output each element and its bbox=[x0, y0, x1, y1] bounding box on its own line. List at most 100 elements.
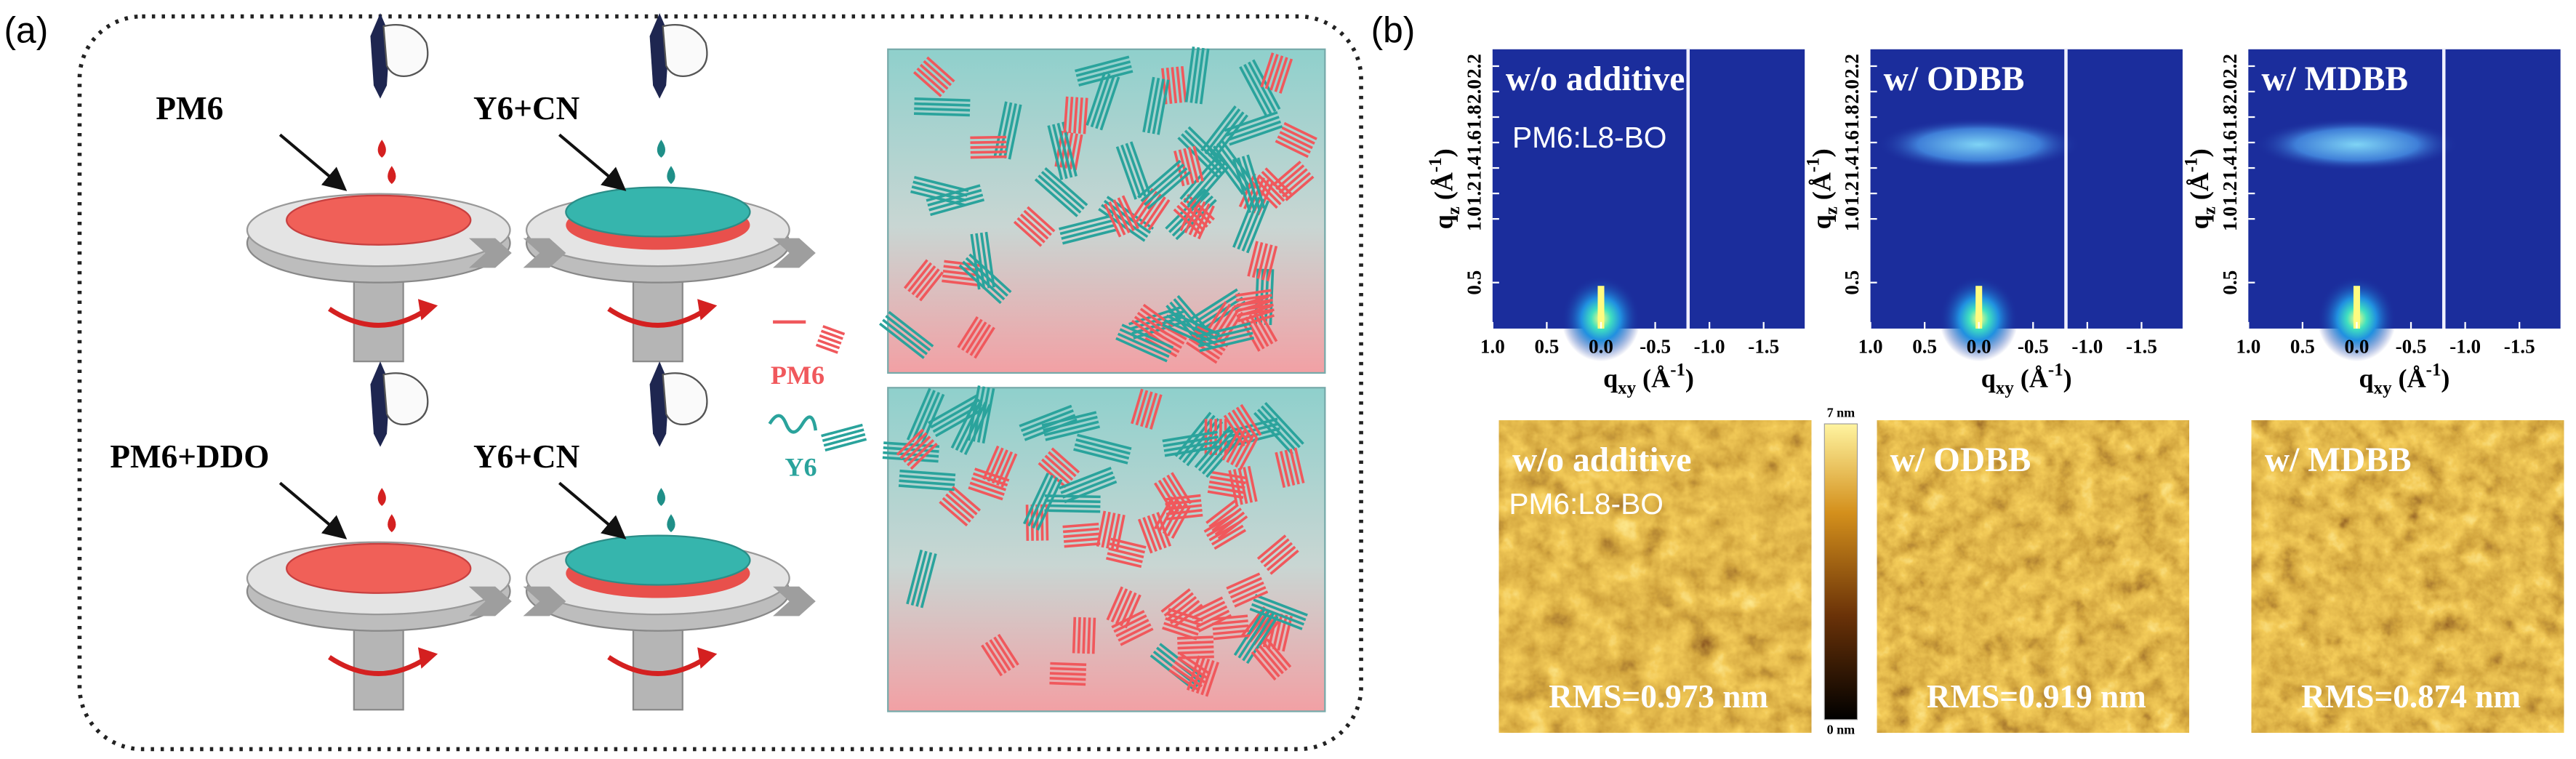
stack-line bbox=[1243, 467, 1253, 503]
stack-line bbox=[879, 322, 925, 359]
step-label: PM6 bbox=[156, 90, 223, 126]
stack-line bbox=[1110, 588, 1128, 623]
lamella bbox=[926, 184, 985, 217]
axis-label-part: z bbox=[1821, 206, 1841, 214]
lamella bbox=[1203, 512, 1247, 550]
giwaxs-image bbox=[2248, 49, 2561, 329]
stack-line bbox=[1052, 124, 1068, 180]
panel-title: w/ ODBB bbox=[1890, 441, 2031, 479]
lamella bbox=[1184, 47, 1210, 105]
stack-line bbox=[1195, 322, 1251, 338]
stack-line bbox=[1187, 162, 1226, 206]
lamella bbox=[906, 550, 937, 609]
stack-line bbox=[1225, 116, 1280, 137]
axis-label-part: -1 bbox=[1426, 157, 1445, 172]
stack-line bbox=[1233, 607, 1267, 656]
stack-line bbox=[1059, 214, 1114, 230]
beam-stop bbox=[1597, 286, 1605, 329]
stack-line bbox=[942, 279, 978, 286]
y-tick-label: 2.0 bbox=[1841, 79, 1863, 104]
stack-line bbox=[930, 398, 980, 429]
lamella bbox=[903, 259, 944, 302]
lamella bbox=[939, 486, 982, 527]
stack-line bbox=[1008, 104, 1022, 160]
y-tick-label: 1.2 bbox=[1841, 181, 1863, 206]
stack-line bbox=[1211, 524, 1244, 546]
stack-line bbox=[1251, 651, 1277, 681]
stack-line bbox=[1119, 328, 1172, 353]
legend-coil bbox=[768, 414, 818, 434]
stack-line bbox=[1229, 125, 1283, 146]
stack-line bbox=[928, 193, 984, 212]
x-tick-label: 1.0 bbox=[1480, 335, 1505, 357]
lamella bbox=[1059, 214, 1118, 245]
stack-line bbox=[903, 435, 931, 463]
stack-line bbox=[1023, 209, 1052, 236]
lamella bbox=[1131, 388, 1163, 430]
stack-line bbox=[1091, 617, 1096, 654]
stack-line bbox=[1147, 171, 1191, 210]
stack-line bbox=[1237, 308, 1275, 317]
stack-line bbox=[1157, 79, 1170, 135]
axis-label-part: q bbox=[1429, 214, 1458, 229]
stack-line bbox=[1205, 499, 1236, 524]
lamella bbox=[1049, 662, 1087, 686]
stack-line bbox=[1177, 640, 1214, 645]
hand bbox=[662, 372, 708, 425]
stack-line bbox=[910, 550, 928, 606]
stack-line bbox=[1245, 200, 1269, 254]
stack-line bbox=[1228, 577, 1262, 595]
y-tick-label: 1.6 bbox=[1463, 130, 1485, 155]
stack-line bbox=[1104, 203, 1122, 238]
stack-line bbox=[1232, 409, 1254, 441]
lamella bbox=[879, 310, 934, 359]
stack-line bbox=[1210, 475, 1246, 485]
stack-line bbox=[926, 184, 981, 202]
stack-line bbox=[982, 387, 995, 444]
stack-line bbox=[906, 387, 931, 441]
stack-line bbox=[1043, 420, 1099, 437]
stack-line bbox=[1211, 619, 1248, 626]
hand bbox=[662, 24, 708, 77]
chevron bbox=[523, 238, 566, 268]
stack-line bbox=[1062, 228, 1118, 245]
stack-line bbox=[882, 456, 939, 463]
stack-line bbox=[1051, 447, 1080, 474]
stack-line bbox=[1254, 648, 1280, 678]
lamella bbox=[1019, 404, 1078, 441]
stack-line bbox=[822, 325, 846, 336]
stack-line bbox=[1264, 401, 1304, 445]
stack-line bbox=[1275, 164, 1305, 190]
stack-line bbox=[1187, 147, 1200, 183]
panel-frame bbox=[77, 14, 1363, 752]
stack-line bbox=[1200, 660, 1215, 696]
axis-label-part: ) bbox=[2441, 364, 2449, 393]
step-label: Y6+CN bbox=[473, 90, 580, 126]
stack-line bbox=[1074, 134, 1083, 171]
panel-label: (b) bbox=[1371, 9, 1416, 50]
stack-line bbox=[1142, 517, 1157, 553]
stack-line bbox=[952, 486, 982, 512]
x-tick-label: -1.0 bbox=[2071, 335, 2103, 357]
stack-line bbox=[1266, 545, 1296, 571]
axis-label: qxy (Å-1) bbox=[1603, 360, 1694, 398]
hand bbox=[382, 24, 429, 77]
stack-line bbox=[914, 107, 971, 112]
stack-line bbox=[1170, 600, 1200, 625]
stack-line bbox=[1254, 593, 1308, 617]
panel-title: w/ MDBB bbox=[2261, 60, 2408, 98]
stack-line bbox=[1140, 163, 1184, 202]
stack-line bbox=[963, 403, 992, 455]
lamella bbox=[1162, 430, 1221, 457]
lamella bbox=[1137, 159, 1191, 210]
stack-line bbox=[1044, 454, 1074, 481]
stack-line bbox=[1019, 213, 1049, 240]
stack-line bbox=[913, 175, 969, 193]
lamella bbox=[1106, 537, 1147, 569]
axis-label-part: -1 bbox=[2426, 360, 2441, 380]
stack-line bbox=[1269, 55, 1284, 91]
stack-line bbox=[1136, 311, 1168, 335]
stack-line bbox=[1204, 108, 1241, 155]
lamella bbox=[981, 633, 1019, 677]
stack-line bbox=[1044, 166, 1088, 206]
